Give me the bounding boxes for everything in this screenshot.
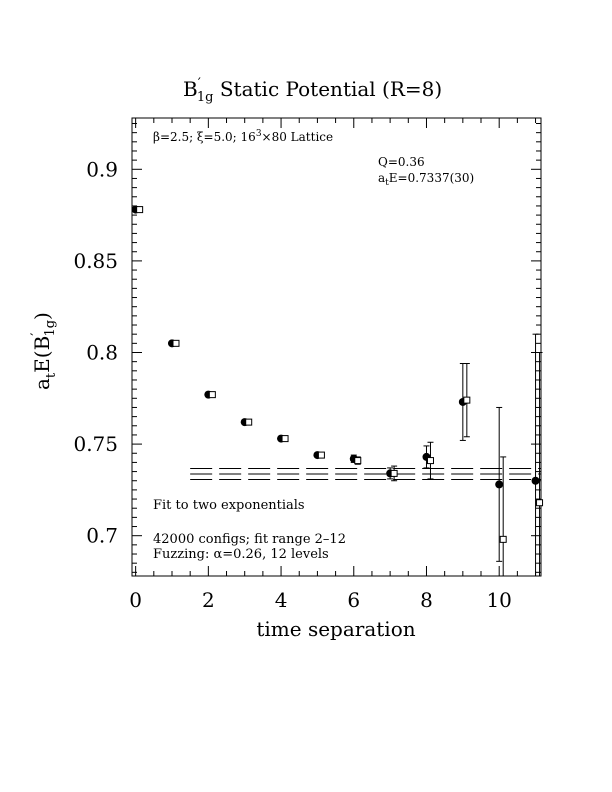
fuzzing-note: Fuzzing: α=0.26, 12 levels bbox=[153, 547, 329, 562]
axis-ticks bbox=[132, 118, 541, 576]
y-tick-label: 0.7 bbox=[86, 524, 118, 548]
marker-square bbox=[172, 339, 180, 347]
y-axis-label: atE(B′1g) bbox=[29, 312, 59, 390]
marker-square bbox=[463, 396, 471, 404]
plot-frame bbox=[131, 117, 542, 577]
chart-title: B′ 1g Static Potential (R=8) bbox=[183, 76, 442, 105]
data-point bbox=[281, 435, 289, 443]
y-tick-label: 0.85 bbox=[73, 249, 118, 273]
x-tick-label: 10 bbox=[486, 588, 511, 612]
marker-square bbox=[499, 535, 507, 543]
configs-note: 42000 configs; fit range 2–12 bbox=[153, 532, 346, 547]
marker-square bbox=[281, 435, 289, 443]
data-point bbox=[531, 333, 540, 576]
data-point bbox=[422, 445, 431, 469]
data-points bbox=[131, 205, 544, 576]
x-tick-labels: 0 2 4 6 8 10 bbox=[129, 588, 512, 612]
marker-square bbox=[245, 418, 253, 426]
marker-circle bbox=[495, 480, 504, 489]
fit-note: Fit to two exponentials bbox=[153, 498, 305, 513]
marker-square bbox=[136, 206, 144, 214]
data-point bbox=[426, 441, 434, 480]
y-tick-label: 0.9 bbox=[86, 157, 118, 181]
data-point bbox=[208, 391, 216, 399]
data-point bbox=[495, 406, 504, 562]
fit-energy-value: atE=0.7337(30) bbox=[378, 171, 474, 188]
data-point bbox=[354, 456, 362, 465]
data-point bbox=[245, 418, 253, 426]
lattice-annotation: β=2.5; ξ=5.0; 163×80 Lattice bbox=[153, 129, 333, 144]
marker-square bbox=[390, 469, 398, 477]
marker-circle bbox=[531, 476, 540, 485]
marker-square bbox=[354, 457, 362, 465]
data-point bbox=[317, 451, 325, 459]
x-tick-label: 2 bbox=[202, 588, 215, 612]
marker-square bbox=[426, 457, 434, 465]
x-axis-label: time separation bbox=[256, 617, 415, 641]
y-tick-label: 0.8 bbox=[86, 340, 118, 364]
data-point bbox=[172, 339, 180, 347]
y-tick-labels: 0.7 0.75 0.8 0.85 0.9 bbox=[73, 157, 118, 547]
x-tick-label: 8 bbox=[420, 588, 433, 612]
data-point bbox=[499, 456, 507, 576]
fit-band bbox=[190, 467, 541, 480]
marker-square bbox=[536, 499, 544, 507]
x-tick-label: 0 bbox=[129, 588, 142, 612]
data-point bbox=[463, 362, 471, 438]
x-tick-label: 4 bbox=[275, 588, 288, 612]
y-tick-label: 0.75 bbox=[73, 432, 118, 456]
marker-square bbox=[208, 391, 216, 399]
data-point bbox=[390, 465, 398, 482]
data-point bbox=[536, 351, 544, 576]
fit-q-value: Q=0.36 bbox=[378, 155, 425, 169]
data-point bbox=[136, 206, 144, 214]
x-tick-label: 6 bbox=[347, 588, 360, 612]
marker-square bbox=[317, 451, 325, 459]
